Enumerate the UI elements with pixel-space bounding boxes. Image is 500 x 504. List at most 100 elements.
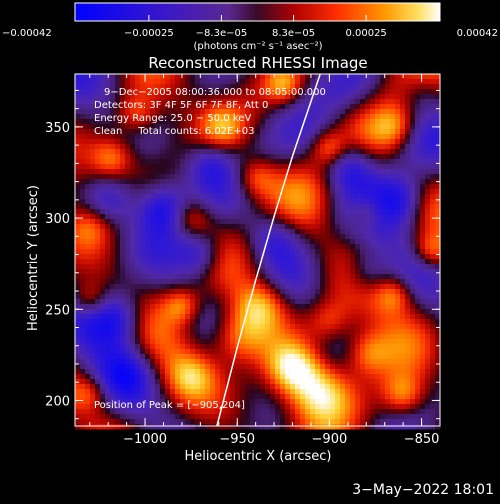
heatmap-cell: [75, 174, 81, 180]
heatmap-cell: [385, 169, 391, 175]
heatmap-cell: [115, 349, 121, 355]
heatmap-cell: [410, 129, 416, 135]
heatmap-cell: [355, 304, 361, 310]
heatmap-cell: [120, 364, 126, 370]
heatmap-cell: [340, 164, 346, 170]
heatmap-cell: [340, 84, 346, 90]
heatmap-cell: [375, 174, 381, 180]
heatmap-cell: [360, 209, 366, 215]
heatmap-cell: [165, 364, 171, 370]
heatmap-cell: [95, 244, 101, 250]
heatmap-cell: [270, 194, 276, 200]
heatmap-cell: [325, 294, 331, 300]
heatmap-cell: [195, 299, 201, 305]
heatmap-cell: [415, 279, 421, 285]
heatmap-cell: [335, 314, 341, 320]
heatmap-cell: [335, 244, 341, 250]
heatmap-cell: [100, 214, 106, 220]
heatmap-cell: [155, 359, 161, 365]
heatmap-cell: [90, 249, 96, 255]
heatmap-cell: [150, 214, 156, 220]
heatmap-cell: [375, 164, 381, 170]
heatmap-cell: [105, 284, 111, 290]
heatmap-cell: [205, 289, 211, 295]
heatmap-cell: [175, 374, 181, 380]
heatmap-cell: [175, 269, 181, 275]
heatmap-cell: [175, 289, 181, 295]
heatmap-cell: [330, 344, 336, 350]
heatmap-cell: [350, 384, 356, 390]
heatmap-cell: [355, 239, 361, 245]
heatmap-cell: [385, 384, 391, 390]
heatmap-cell: [385, 144, 391, 150]
heatmap-cell: [120, 184, 126, 190]
heatmap-cell: [425, 329, 431, 335]
heatmap-cell: [305, 204, 311, 210]
heatmap-cell: [105, 154, 111, 160]
heatmap-cell: [345, 179, 351, 185]
heatmap-cell: [405, 84, 411, 90]
heatmap-cell: [355, 379, 361, 385]
heatmap-cell: [360, 129, 366, 135]
heatmap-cell: [260, 159, 266, 165]
heatmap-cell: [260, 144, 266, 150]
heatmap-cell: [145, 199, 151, 205]
heatmap-cell: [175, 194, 181, 200]
heatmap-cell: [185, 74, 191, 80]
heatmap-cell: [310, 199, 316, 205]
heatmap-cell: [175, 234, 181, 240]
heatmap-cell: [185, 189, 191, 195]
heatmap-cell: [105, 264, 111, 270]
heatmap-cell: [290, 314, 296, 320]
heatmap-cell: [380, 334, 386, 340]
heatmap-cell: [305, 254, 311, 260]
heatmap-cell: [415, 179, 421, 185]
heatmap-cell: [360, 364, 366, 370]
heatmap-cell: [355, 329, 361, 335]
heatmap-cell: [430, 84, 436, 90]
heatmap-cell: [390, 254, 396, 260]
heatmap-cell: [230, 139, 236, 145]
heatmap-cell: [200, 239, 206, 245]
heatmap-cell: [230, 229, 236, 235]
heatmap-cell: [90, 369, 96, 375]
heatmap-cell: [95, 214, 101, 220]
heatmap-cell: [180, 254, 186, 260]
heatmap-cell: [275, 259, 281, 265]
heatmap-cell: [290, 259, 296, 265]
heatmap-cell: [160, 269, 166, 275]
heatmap-cell: [430, 284, 436, 290]
heatmap-cell: [290, 264, 296, 270]
heatmap-cell: [330, 379, 336, 385]
heatmap-cell: [160, 324, 166, 330]
heatmap-cell: [190, 239, 196, 245]
heatmap-cell: [290, 249, 296, 255]
heatmap-cell: [180, 274, 186, 280]
heatmap-cell: [330, 394, 336, 400]
heatmap-cell: [140, 194, 146, 200]
heatmap-cell: [345, 324, 351, 330]
heatmap-cell: [370, 129, 376, 135]
heatmap-cell: [400, 289, 406, 295]
heatmap-cell: [380, 149, 386, 155]
heatmap-cell: [375, 109, 381, 115]
heatmap-cell: [100, 334, 106, 340]
heatmap-cell: [350, 94, 356, 100]
heatmap-cell: [415, 359, 421, 365]
heatmap-cell: [215, 179, 221, 185]
heatmap-cell: [385, 84, 391, 90]
heatmap-cell: [380, 164, 386, 170]
heatmap-cell: [415, 259, 421, 265]
heatmap-cell: [200, 224, 206, 230]
heatmap-cell: [160, 184, 166, 190]
heatmap-cell: [330, 79, 336, 85]
heatmap-cell: [420, 139, 426, 145]
heatmap-cell: [150, 354, 156, 360]
heatmap-cell: [200, 184, 206, 190]
heatmap-cell: [235, 254, 241, 260]
heatmap-cell: [230, 239, 236, 245]
heatmap-cell: [260, 369, 266, 375]
heatmap-cell: [190, 279, 196, 285]
heatmap-cell: [420, 104, 426, 110]
heatmap-cell: [310, 284, 316, 290]
